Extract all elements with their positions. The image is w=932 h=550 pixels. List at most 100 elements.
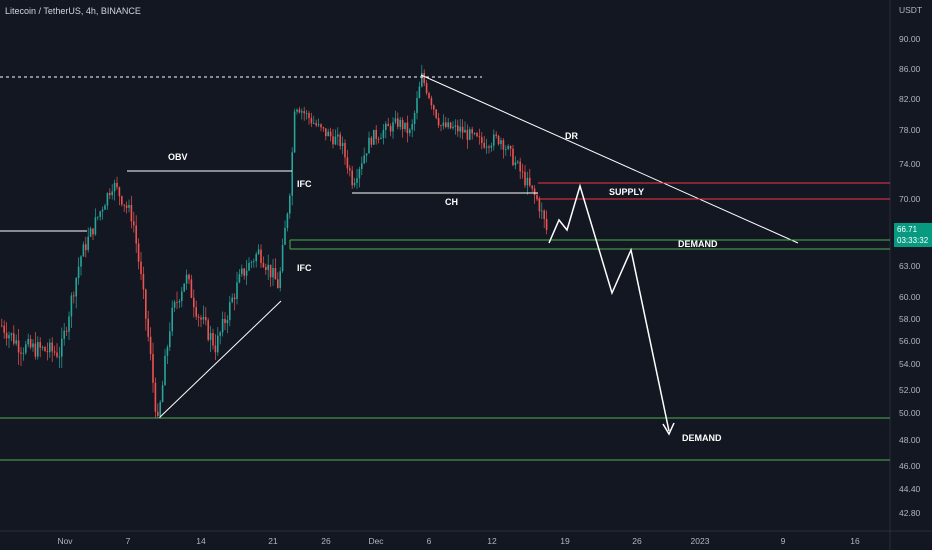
candle-body xyxy=(495,134,497,136)
candle-body xyxy=(476,133,478,137)
candle-body xyxy=(253,261,255,263)
candle-body xyxy=(313,123,315,124)
bar-countdown: 03:33:32 xyxy=(897,236,929,245)
label-obv: OBV xyxy=(168,152,188,162)
candle-body xyxy=(63,330,65,339)
candle-body xyxy=(394,118,397,123)
candle-body xyxy=(401,119,404,130)
candle-body xyxy=(183,283,185,292)
candle-body xyxy=(214,345,217,353)
candle-body xyxy=(469,129,471,140)
price-tick: 58.00 xyxy=(899,314,921,324)
candle-body xyxy=(377,138,380,140)
label-dr: DR xyxy=(565,131,578,141)
candle-body xyxy=(70,295,73,317)
candle-body xyxy=(77,266,80,279)
candle-body xyxy=(308,113,310,119)
candle-body xyxy=(32,343,34,348)
candle-body xyxy=(301,111,303,113)
candle-body xyxy=(454,125,457,127)
candle-body xyxy=(200,317,202,320)
candle-body xyxy=(425,83,428,94)
candle-body xyxy=(449,122,452,129)
candle-body xyxy=(34,343,37,357)
time-tick: 16 xyxy=(850,536,860,546)
candle-body xyxy=(406,122,409,134)
candle-body xyxy=(58,356,61,358)
candle-body xyxy=(135,225,137,244)
candle-body xyxy=(341,142,344,147)
candle-body xyxy=(430,98,433,106)
candle-body xyxy=(303,111,305,114)
candle-body xyxy=(459,126,461,132)
candle-body xyxy=(397,118,399,127)
price-tick: 60.00 xyxy=(899,292,921,302)
candle-body xyxy=(157,411,159,416)
time-tick: 26 xyxy=(632,536,642,546)
candle-body xyxy=(370,137,373,145)
candle-body xyxy=(207,320,209,340)
candle-body xyxy=(334,136,337,145)
price-tick: 82.00 xyxy=(899,94,921,104)
candle-body xyxy=(94,217,97,235)
candle-body xyxy=(416,98,418,114)
candle-body xyxy=(493,134,495,146)
candle-body xyxy=(188,274,190,280)
candle-body xyxy=(358,168,361,179)
candle-body xyxy=(5,332,8,339)
candle-body xyxy=(399,119,401,127)
candle-body xyxy=(382,129,385,138)
candle-body xyxy=(176,302,178,303)
candle-body xyxy=(202,316,205,320)
candle-body xyxy=(320,124,322,128)
candle-body xyxy=(209,333,212,340)
candle-body xyxy=(289,195,291,214)
time-axis[interactable]: Nov 7 14 21 26 Dec 6 12 19 26 2023 9 16 xyxy=(57,536,860,546)
candle-body xyxy=(41,347,44,348)
candle-body xyxy=(337,134,339,137)
candle-body xyxy=(171,307,173,332)
candle-body xyxy=(298,109,301,113)
candle-body xyxy=(277,279,279,289)
candle-body xyxy=(53,351,56,353)
candle-body xyxy=(154,382,157,412)
candle-body xyxy=(442,122,445,127)
candle-body xyxy=(118,187,121,197)
candle-body xyxy=(322,127,325,129)
candle-body xyxy=(27,338,29,345)
price-tick: 90.00 xyxy=(899,34,921,44)
candle-body xyxy=(260,249,262,263)
label-demand-lower: DEMAND xyxy=(682,433,722,443)
candle-body xyxy=(169,331,171,348)
candle-body xyxy=(500,140,502,145)
candle-body xyxy=(17,340,20,353)
candle-body xyxy=(339,134,341,147)
candle-body xyxy=(413,113,416,124)
candlestick-series xyxy=(1,64,548,419)
dr-trendline xyxy=(420,74,799,244)
candle-body xyxy=(238,274,241,283)
candle-body xyxy=(37,342,39,357)
candle-body xyxy=(464,129,466,133)
candle-body xyxy=(231,297,233,303)
candle-body xyxy=(433,105,435,110)
time-tick: Nov xyxy=(57,536,73,546)
candle-body xyxy=(20,352,22,354)
candle-body xyxy=(173,302,176,308)
price-axis[interactable]: USDT 90.00 86.00 82.00 78.00 74.00 70.00… xyxy=(899,5,922,518)
candle-body xyxy=(329,131,332,137)
candle-body xyxy=(418,86,421,99)
candle-body xyxy=(317,124,320,126)
time-tick: 9 xyxy=(781,536,786,546)
candle-body xyxy=(99,211,101,217)
candle-body xyxy=(15,340,17,344)
candle-body xyxy=(44,347,46,352)
candle-body xyxy=(197,316,200,318)
candle-body xyxy=(219,332,221,336)
price-tick: 52.00 xyxy=(899,385,921,395)
candle-body xyxy=(286,213,289,228)
symbol-title[interactable]: Litecoin / TetherUS, 4h, BINANCE xyxy=(5,6,141,16)
